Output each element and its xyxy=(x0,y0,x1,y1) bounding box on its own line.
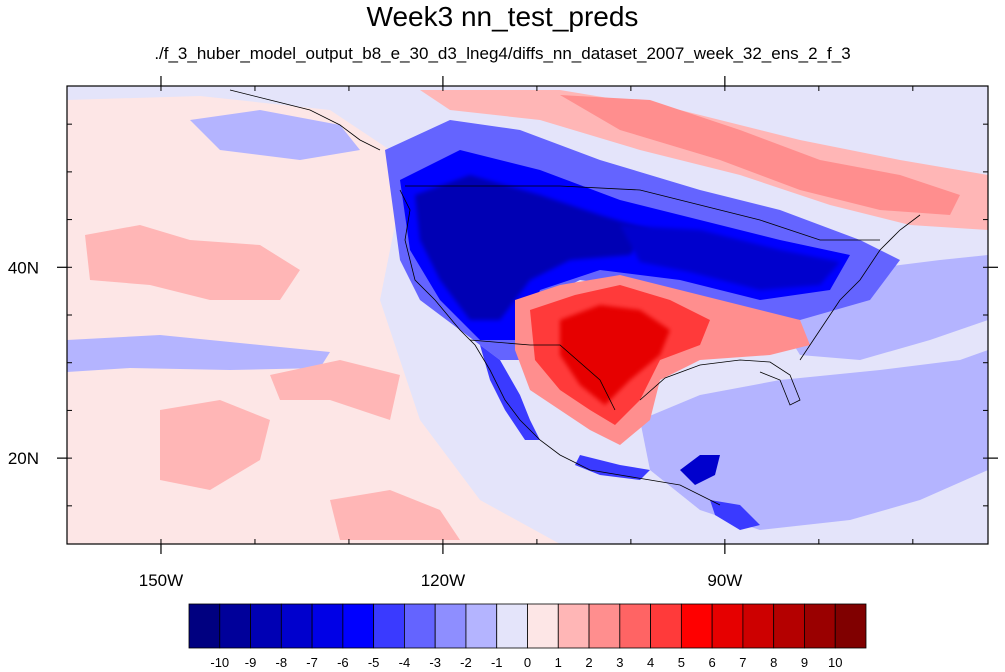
colorbar-label: 2 xyxy=(585,655,592,670)
lon-tick-label: 150W xyxy=(139,571,183,590)
lon-tick-label: 90W xyxy=(707,571,742,590)
colorbar-swatch xyxy=(465,603,498,649)
colorbar-swatch xyxy=(588,603,621,649)
colorbar-swatch xyxy=(742,603,775,649)
field-blue-yucatan xyxy=(680,455,720,485)
colorbar-label: -2 xyxy=(460,655,472,670)
field-blue-west-core xyxy=(415,175,650,320)
colorbar-label: 7 xyxy=(739,655,746,670)
colorbar-label: -9 xyxy=(245,655,257,670)
colorbar-label: 9 xyxy=(801,655,808,670)
colorbar-swatch xyxy=(711,603,744,649)
colorbar-label: -3 xyxy=(429,655,441,670)
colorbar-swatch xyxy=(527,603,559,649)
alaska-coast xyxy=(229,89,381,151)
colorbar-label: 6 xyxy=(709,655,716,670)
colorbar-label: -7 xyxy=(306,655,318,670)
colorbar-label: 5 xyxy=(678,655,685,670)
border-us-mexico xyxy=(469,339,616,411)
colorbar-label: 0 xyxy=(524,655,531,670)
colorbar-swatch xyxy=(834,603,867,649)
field-paleblue-south xyxy=(640,350,988,530)
colorbar-swatch xyxy=(804,603,836,649)
field-blue-central-america xyxy=(710,500,760,530)
colorbar-swatch xyxy=(250,603,282,649)
lat-tick-label: 40N xyxy=(8,258,39,277)
colorbar-label: -4 xyxy=(399,655,411,670)
coastline-gulf xyxy=(639,359,801,406)
colorbar-label: 1 xyxy=(555,655,562,670)
colorbar-swatch xyxy=(773,603,805,649)
coastline-west xyxy=(399,189,721,506)
colorbar-swatch xyxy=(619,603,651,649)
field-lightred-pacific-4 xyxy=(330,490,460,540)
field-blue-mexico-coast xyxy=(575,455,650,480)
colorbar-label: -10 xyxy=(210,655,229,670)
colorbar-swatch xyxy=(496,603,528,649)
colorbar-swatch xyxy=(280,603,313,649)
colorbar-label: 10 xyxy=(828,655,842,670)
field-red-south-core xyxy=(560,305,670,405)
field-red2-north xyxy=(560,95,960,215)
plot-title: Week3 nn_test_preds xyxy=(366,1,639,32)
colorbar-swatch xyxy=(557,603,590,649)
colorbar-swatch xyxy=(219,603,251,649)
colorbar-swatch xyxy=(311,603,344,649)
colorbar-swatch xyxy=(434,603,467,649)
field-paleblue-pacific-band xyxy=(67,335,330,372)
border-us-canada xyxy=(405,185,880,241)
anomaly-field xyxy=(67,86,988,544)
lat-tick-label: 20N xyxy=(8,449,39,468)
colorbar-swatch xyxy=(650,603,682,649)
colorbar-swatch xyxy=(188,603,221,649)
colorbar-swatch xyxy=(342,603,375,649)
field-lightred-pacific-3 xyxy=(160,400,270,490)
colorbar-label: -6 xyxy=(337,655,349,670)
coastlines xyxy=(229,89,921,506)
colorbar-label: 3 xyxy=(616,655,623,670)
colorbar-label: -5 xyxy=(368,655,380,670)
colorbar-label: -8 xyxy=(276,655,288,670)
colorbar-label: -1 xyxy=(491,655,503,670)
field-lightred-pacific-1 xyxy=(85,225,300,300)
colorbar-label: 4 xyxy=(647,655,654,670)
lon-tick-label: 120W xyxy=(421,571,465,590)
colorbar-label: 8 xyxy=(770,655,777,670)
colorbar: -10 -9 -8 -7 -6 -5 -4 -3 -2 -1 0 1 2 3 4 5 6 7 8 9 10 xyxy=(188,603,867,670)
coastline-east xyxy=(799,214,921,361)
colorbar-swatch xyxy=(680,603,713,649)
colorbar-swatch xyxy=(404,603,436,649)
field-blue-baja-coast xyxy=(480,345,540,440)
field-blue-northeast-core xyxy=(620,225,840,290)
field-lightred-pacific-2 xyxy=(270,360,400,420)
field-paleblue-northwest xyxy=(190,110,360,160)
plot-subtitle: ./f_3_huber_model_output_b8_e_30_d3_lneg… xyxy=(154,44,851,63)
axis-ticks: 150W 120W 90W 40N 20N xyxy=(8,76,998,590)
colorbar-swatch xyxy=(373,603,405,649)
